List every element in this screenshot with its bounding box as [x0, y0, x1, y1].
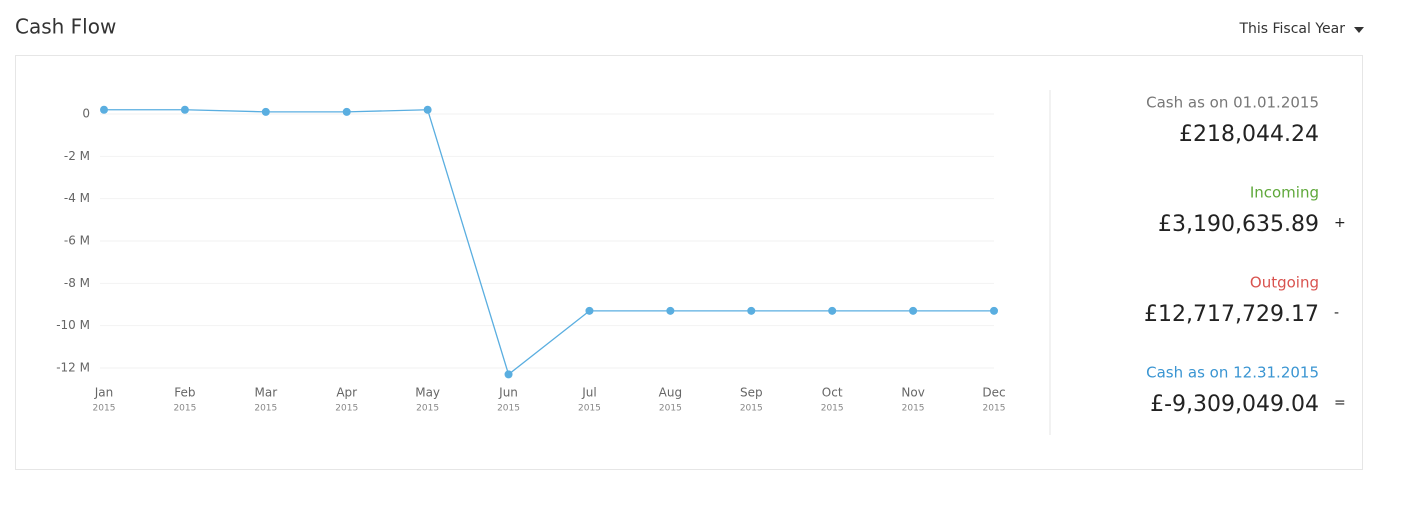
point	[666, 306, 675, 315]
summary-label: Cash as on 01.01.2015	[1146, 94, 1319, 112]
x-tick-label: Feb	[174, 386, 195, 400]
x-tick-label: Jun	[498, 386, 518, 400]
x-tick-label: Jul	[581, 386, 596, 400]
x-tick-label: Apr	[336, 386, 357, 400]
x-tick-sublabel: 2015	[578, 404, 601, 414]
point	[747, 306, 756, 315]
x-tick-label: Mar	[254, 386, 277, 400]
x-tick-sublabel: 2015	[173, 404, 196, 414]
y-tick-label: -8 M	[64, 276, 90, 290]
summary-value: £218,044.24	[1179, 122, 1319, 147]
x-tick-label: Nov	[901, 386, 924, 400]
point	[504, 370, 513, 379]
x-tick-sublabel: 2015	[497, 404, 520, 414]
x-tick-label: Dec	[982, 386, 1005, 400]
dropdown-caret[interactable]	[1354, 27, 1364, 33]
x-tick-label: Oct	[822, 386, 843, 400]
summary-value: £12,717,729.17	[1144, 302, 1319, 327]
x-tick-label: Aug	[659, 386, 682, 400]
summary-value: £-9,309,049.04	[1150, 392, 1319, 417]
x-tick-label: Jan	[94, 386, 114, 400]
summary-value: £3,190,635.89	[1158, 212, 1319, 237]
x-tick-sublabel: 2015	[740, 404, 763, 414]
point	[180, 105, 189, 114]
x-tick-sublabel: 2015	[416, 404, 439, 414]
summary-sign: =	[1334, 395, 1346, 411]
point	[990, 306, 998, 315]
y-tick-label: -4 M	[64, 191, 90, 205]
x-tick-sublabel: 2015	[659, 404, 682, 414]
summary-label: Cash as on 12.31.2015	[1146, 364, 1319, 382]
point	[423, 105, 432, 114]
x-tick-label: May	[415, 386, 440, 400]
point	[342, 107, 351, 116]
x-tick-sublabel: 2015	[902, 404, 925, 414]
summary-sign: -	[1334, 305, 1339, 321]
y-tick-label: -6 M	[64, 234, 90, 248]
y-tick-label: -10 M	[56, 318, 90, 332]
summary-sign: +	[1334, 215, 1346, 231]
y-tick-label: -2 M	[64, 149, 90, 163]
summary-label: Incoming	[1250, 184, 1319, 202]
widget-title: Cash Flow	[15, 15, 116, 39]
card	[15, 55, 1363, 470]
x-tick-sublabel: 2015	[254, 404, 277, 414]
x-tick-sublabel: 2015	[335, 404, 358, 414]
x-tick-sublabel: 2015	[983, 404, 1006, 414]
x-tick-sublabel: 2015	[93, 404, 116, 414]
summary-label: Outgoing	[1250, 274, 1319, 292]
point	[261, 107, 270, 116]
x-tick-label: Sep	[740, 386, 763, 400]
point	[100, 105, 108, 114]
point	[909, 306, 918, 315]
period-label[interactable]: This Fiscal Year	[1238, 21, 1345, 37]
y-tick-label: 0	[82, 106, 90, 120]
y-tick-label: -12 M	[56, 361, 90, 375]
point	[828, 306, 837, 315]
line	[104, 109, 994, 376]
point	[585, 306, 594, 315]
x-tick-sublabel: 2015	[821, 404, 844, 414]
period-dropdown[interactable]: This Fiscal Year	[1238, 21, 1364, 37]
